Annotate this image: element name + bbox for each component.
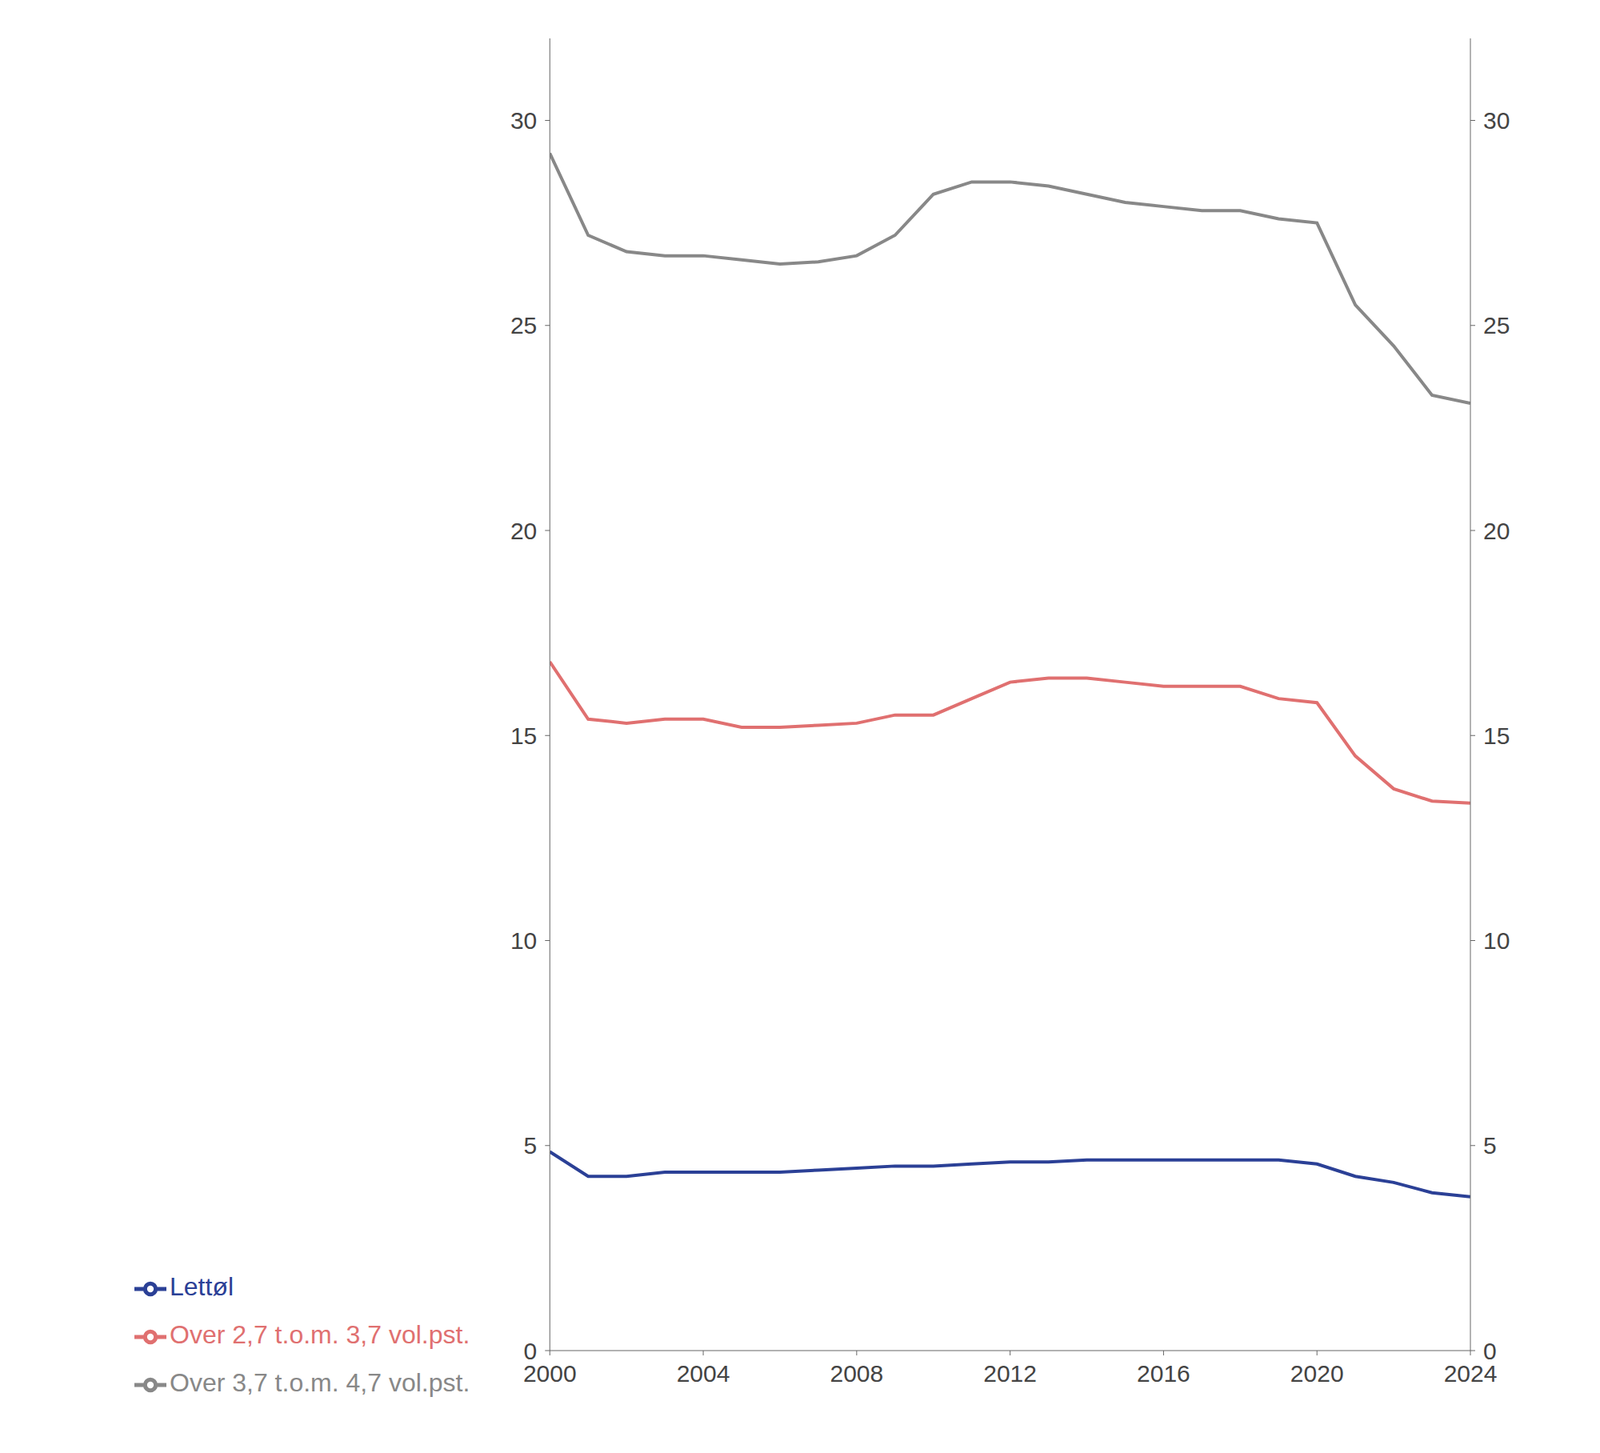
svg-text:0: 0 — [524, 1337, 538, 1364]
svg-text:2020: 2020 — [1290, 1360, 1344, 1387]
svg-text:2000: 2000 — [523, 1360, 577, 1387]
svg-text:15: 15 — [510, 722, 537, 749]
svg-text:30: 30 — [1483, 107, 1510, 134]
svg-text:2008: 2008 — [829, 1360, 884, 1387]
svg-text:15: 15 — [1483, 722, 1510, 749]
html-text:Over 3,7 t.o.m. 4,7 vol.pst.: Over 3,7 t.o.m. 4,7 vol.pst. — [169, 1368, 470, 1397]
svg-text:10: 10 — [1483, 927, 1510, 954]
svg-text:2004: 2004 — [676, 1360, 731, 1387]
svg-text:20: 20 — [1483, 517, 1510, 544]
svg-text:20: 20 — [510, 517, 537, 544]
svg-text:10: 10 — [510, 927, 537, 954]
svg-text:2012: 2012 — [983, 1360, 1037, 1387]
svg-text:25: 25 — [1483, 312, 1510, 339]
svg-text:30: 30 — [510, 107, 537, 134]
svg-text:2024: 2024 — [1444, 1360, 1498, 1387]
svg-text:5: 5 — [524, 1132, 538, 1159]
html-text:Lettøl: Lettøl — [169, 1272, 234, 1301]
svg-text:25: 25 — [510, 312, 537, 339]
svg-text:5: 5 — [1483, 1132, 1497, 1159]
html-text:Over 2,7 t.o.m. 3,7 vol.pst.: Over 2,7 t.o.m. 3,7 vol.pst. — [169, 1320, 470, 1349]
svg-text:2016: 2016 — [1136, 1360, 1191, 1387]
svg-text:0: 0 — [1483, 1337, 1497, 1364]
